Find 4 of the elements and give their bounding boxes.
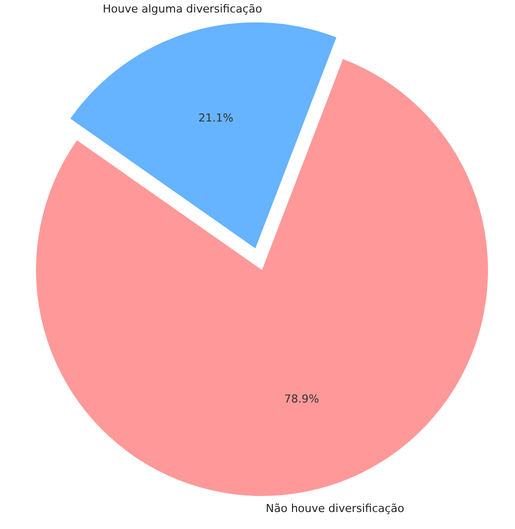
slice-label: Houve alguma diversificação: [102, 2, 262, 16]
data-label: 21.1%: [198, 112, 234, 125]
slice-label: Não houve diversificação: [266, 502, 405, 516]
data-label: 78.9%: [284, 392, 320, 406]
